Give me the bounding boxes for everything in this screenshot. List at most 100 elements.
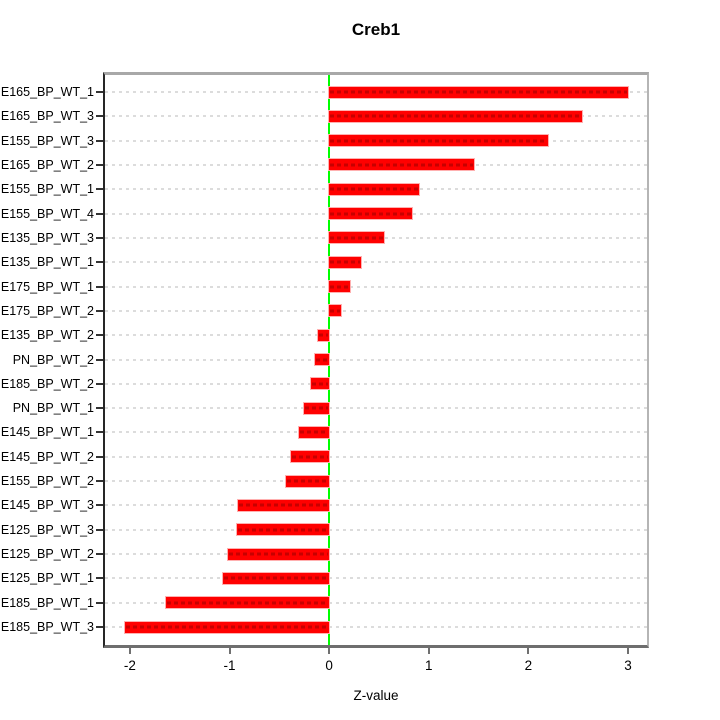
gridline bbox=[105, 455, 647, 458]
y-tick-label: E145_BP_WT_2 bbox=[0, 449, 94, 464]
y-tick-mark bbox=[96, 212, 103, 215]
y-tick-mark bbox=[96, 480, 103, 483]
y-tick-mark bbox=[96, 577, 103, 580]
bar-E185_BP_WT_1 bbox=[164, 596, 331, 610]
x-tick-mark bbox=[328, 648, 331, 654]
y-tick-mark bbox=[96, 528, 103, 531]
gridline bbox=[105, 553, 647, 556]
bar-E145_BP_WT_2 bbox=[290, 450, 331, 464]
bar-E125_BP_WT_2 bbox=[226, 547, 331, 561]
y-tick-label: PN_BP_WT_2 bbox=[12, 352, 94, 367]
y-tick-label: PN_BP_WT_1 bbox=[12, 401, 94, 416]
bar-E155_BP_WT_2 bbox=[285, 474, 331, 488]
y-tick-mark bbox=[96, 358, 103, 361]
bar-E125_BP_WT_1 bbox=[221, 571, 331, 585]
plot-area bbox=[105, 75, 647, 645]
bar-E135_BP_WT_2 bbox=[317, 328, 331, 342]
y-tick-mark bbox=[96, 188, 103, 191]
y-tick-label: E165_BP_WT_3 bbox=[0, 109, 94, 124]
y-tick-label: E155_BP_WT_2 bbox=[0, 474, 94, 489]
x-tick-mark bbox=[527, 648, 530, 654]
y-tick-mark bbox=[96, 455, 103, 458]
bar-E175_BP_WT_1 bbox=[328, 280, 352, 294]
bar-PN_BP_WT_2 bbox=[314, 353, 331, 366]
bar-E185_BP_WT_3 bbox=[123, 620, 331, 634]
gridline bbox=[105, 261, 647, 264]
bar-E135_BP_WT_3 bbox=[328, 231, 385, 245]
x-tick-label: -2 bbox=[123, 658, 136, 673]
bar-E155_BP_WT_3 bbox=[328, 134, 550, 148]
bar-E125_BP_WT_3 bbox=[235, 523, 331, 537]
x-tick-mark bbox=[228, 648, 231, 654]
y-tick-label: E155_BP_WT_3 bbox=[0, 133, 94, 148]
x-tick-label: -1 bbox=[223, 658, 236, 673]
gridline bbox=[105, 504, 647, 507]
y-tick-label: E135_BP_WT_2 bbox=[0, 328, 94, 343]
gridline bbox=[105, 407, 647, 410]
y-tick-mark bbox=[96, 163, 103, 166]
y-tick-label: E125_BP_WT_1 bbox=[0, 571, 94, 586]
y-tick-label: E175_BP_WT_2 bbox=[0, 303, 94, 318]
bar-E145_BP_WT_1 bbox=[298, 425, 331, 439]
y-tick-mark bbox=[96, 115, 103, 118]
y-tick-label: E185_BP_WT_3 bbox=[0, 620, 94, 634]
gridline bbox=[105, 626, 647, 628]
y-tick-mark bbox=[96, 504, 103, 507]
bar-E155_BP_WT_4 bbox=[328, 207, 413, 221]
y-tick-mark bbox=[96, 285, 103, 288]
x-tick-mark bbox=[627, 648, 630, 654]
gridline bbox=[105, 334, 647, 337]
y-tick-mark bbox=[96, 431, 103, 434]
y-tick-label: E135_BP_WT_3 bbox=[0, 230, 94, 245]
gridline bbox=[105, 528, 647, 531]
bar-E175_BP_WT_2 bbox=[328, 304, 343, 318]
y-tick-mark bbox=[96, 236, 103, 239]
gridline bbox=[105, 382, 647, 385]
bar-E185_BP_WT_2 bbox=[310, 377, 331, 391]
y-tick-label: E145_BP_WT_1 bbox=[0, 425, 94, 440]
gridline bbox=[105, 309, 647, 312]
y-tick-mark bbox=[96, 553, 103, 556]
bar-E165_BP_WT_3 bbox=[328, 109, 584, 123]
y-tick-label: E155_BP_WT_4 bbox=[0, 206, 94, 221]
plot-frame bbox=[103, 72, 649, 648]
y-tick-mark bbox=[96, 334, 103, 337]
gridline bbox=[105, 285, 647, 288]
y-tick-label: E165_BP_WT_2 bbox=[0, 157, 94, 172]
x-tick-mark bbox=[427, 648, 430, 654]
bar-PN_BP_WT_1 bbox=[303, 401, 331, 415]
y-tick-label: E125_BP_WT_3 bbox=[0, 522, 94, 537]
gridline bbox=[105, 431, 647, 434]
x-axis-title: Z-value bbox=[353, 688, 399, 703]
y-tick-mark bbox=[96, 91, 103, 93]
chart-title: Creb1 bbox=[351, 20, 401, 39]
y-tick-label: E185_BP_WT_1 bbox=[0, 595, 94, 610]
x-tick-label: 2 bbox=[524, 658, 533, 673]
y-tick-mark bbox=[96, 261, 103, 264]
y-tick-label: E165_BP_WT_1 bbox=[0, 85, 94, 99]
gridline bbox=[105, 601, 647, 604]
y-tick-mark bbox=[96, 601, 103, 604]
bar-E135_BP_WT_1 bbox=[328, 255, 363, 269]
x-tick-label: 0 bbox=[325, 658, 333, 673]
bar-E165_BP_WT_1 bbox=[328, 85, 630, 99]
gridline bbox=[105, 577, 647, 580]
x-tick-mark bbox=[128, 648, 131, 654]
y-tick-mark bbox=[96, 626, 103, 628]
y-tick-mark bbox=[96, 407, 103, 410]
bar-E165_BP_WT_2 bbox=[328, 158, 475, 172]
y-tick-label: E125_BP_WT_2 bbox=[0, 547, 94, 562]
bar-E155_BP_WT_1 bbox=[328, 182, 420, 196]
y-tick-label: E155_BP_WT_1 bbox=[0, 182, 94, 197]
x-tick-label: 1 bbox=[425, 658, 433, 673]
gridline bbox=[105, 480, 647, 483]
y-tick-label: E135_BP_WT_1 bbox=[0, 255, 94, 270]
y-tick-label: E175_BP_WT_1 bbox=[0, 279, 94, 294]
y-tick-mark bbox=[96, 382, 103, 385]
y-tick-label: E145_BP_WT_3 bbox=[0, 498, 94, 513]
bar-E145_BP_WT_3 bbox=[236, 498, 331, 512]
y-tick-mark bbox=[96, 139, 103, 142]
y-tick-label: E185_BP_WT_2 bbox=[0, 376, 94, 391]
gridline bbox=[105, 358, 647, 361]
